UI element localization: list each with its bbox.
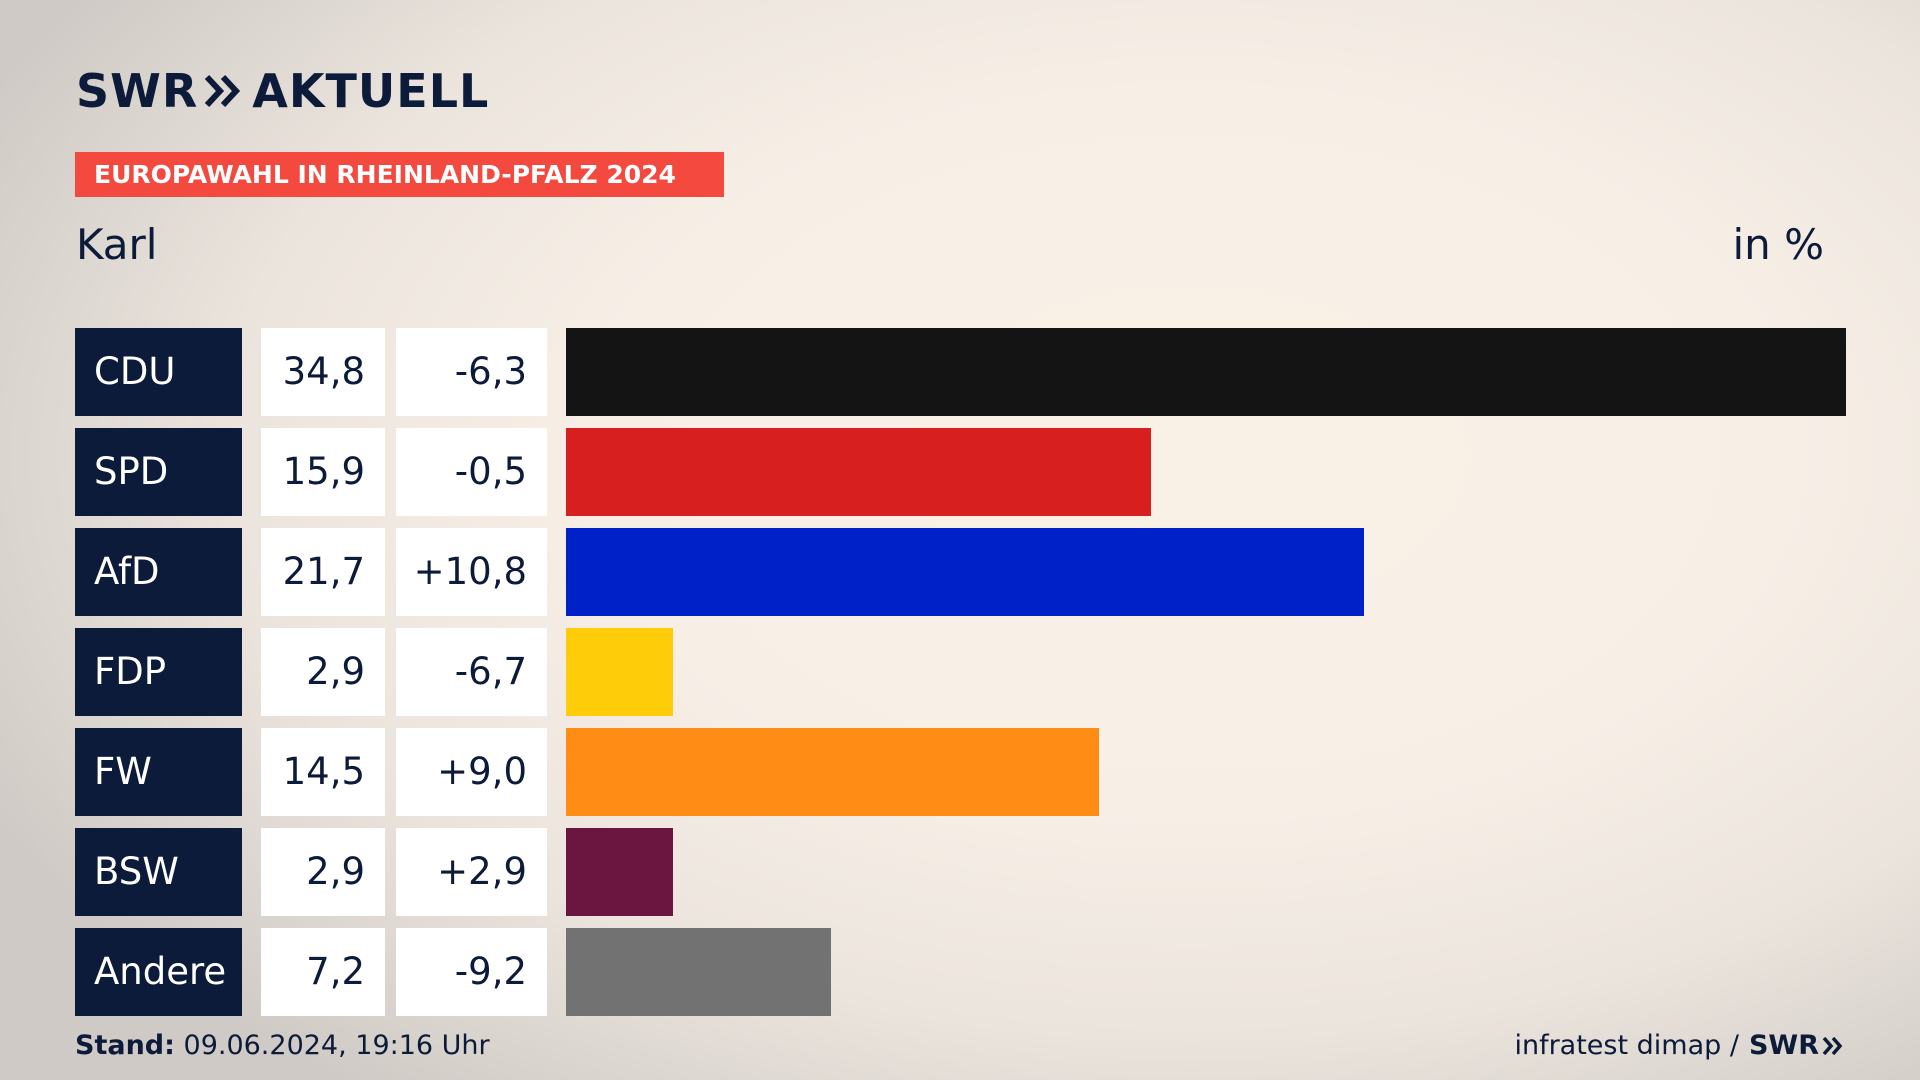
region-title: Karl [76,220,158,269]
vote-share-label: 21,7 [261,528,385,616]
bar-fw [566,728,1100,816]
party-label: FW [75,728,242,816]
change-label: -6,7 [396,628,547,716]
party-label: CDU [75,328,242,416]
election-banner: EUROPAWAHL IN RHEINLAND-PFALZ 2024 [75,152,724,197]
stand-value: 09.06.2024, 19:16 Uhr [183,1030,490,1061]
vote-share-label: 7,2 [261,928,385,1016]
result-row-bsw: BSW 2,9 +2,9 [0,828,1920,916]
change-label: -9,2 [396,928,547,1016]
vote-share-label: 2,9 [261,828,385,916]
result-row-fdp: FDP 2,9 -6,7 [0,628,1920,716]
change-label: +2,9 [396,828,547,916]
result-row-cdu: CDU 34,8 -6,3 [0,328,1920,416]
party-label: SPD [75,428,242,516]
bar-cdu [566,328,1846,416]
party-label: Andere [75,928,242,1016]
vote-share-label: 34,8 [261,328,385,416]
party-label: BSW [75,828,242,916]
double-chevron-icon [204,74,242,108]
vote-share-label: 2,9 [261,628,385,716]
double-chevron-small-icon [1822,1036,1843,1055]
change-label: -0,5 [396,428,547,516]
source-text: infratest dimap / [1514,1030,1739,1061]
vote-share-label: 14,5 [261,728,385,816]
result-row-afd: AfD 21,7 +10,8 [0,528,1920,616]
swr-mini-logo: SWR [1749,1030,1844,1061]
result-row-andere: Andere 7,2 -9,2 [0,928,1920,1016]
unit-label: in % [1732,220,1824,269]
logo-aktuell-text: AKTUELL [252,64,490,118]
bar-spd [566,428,1151,516]
logo-swr-text: SWR [76,64,199,118]
bar-bsw [566,828,673,916]
result-row-spd: SPD 15,9 -0,5 [0,428,1920,516]
change-label: +9,0 [396,728,547,816]
party-label: FDP [75,628,242,716]
swr-mini-text: SWR [1748,1030,1819,1061]
source-credit: infratest dimap / SWR [1514,1030,1844,1061]
change-label: +10,8 [396,528,547,616]
timestamp: Stand: 09.06.2024, 19:16 Uhr [75,1030,490,1061]
result-row-fw: FW 14,5 +9,0 [0,728,1920,816]
vote-share-label: 15,9 [261,428,385,516]
stand-label: Stand: [75,1030,175,1061]
change-label: -6,3 [396,328,547,416]
bar-andere [566,928,831,1016]
swr-aktuell-logo: SWR AKTUELL [76,64,490,118]
party-label: AfD [75,528,242,616]
bar-afd [566,528,1365,616]
bar-fdp [566,628,673,716]
